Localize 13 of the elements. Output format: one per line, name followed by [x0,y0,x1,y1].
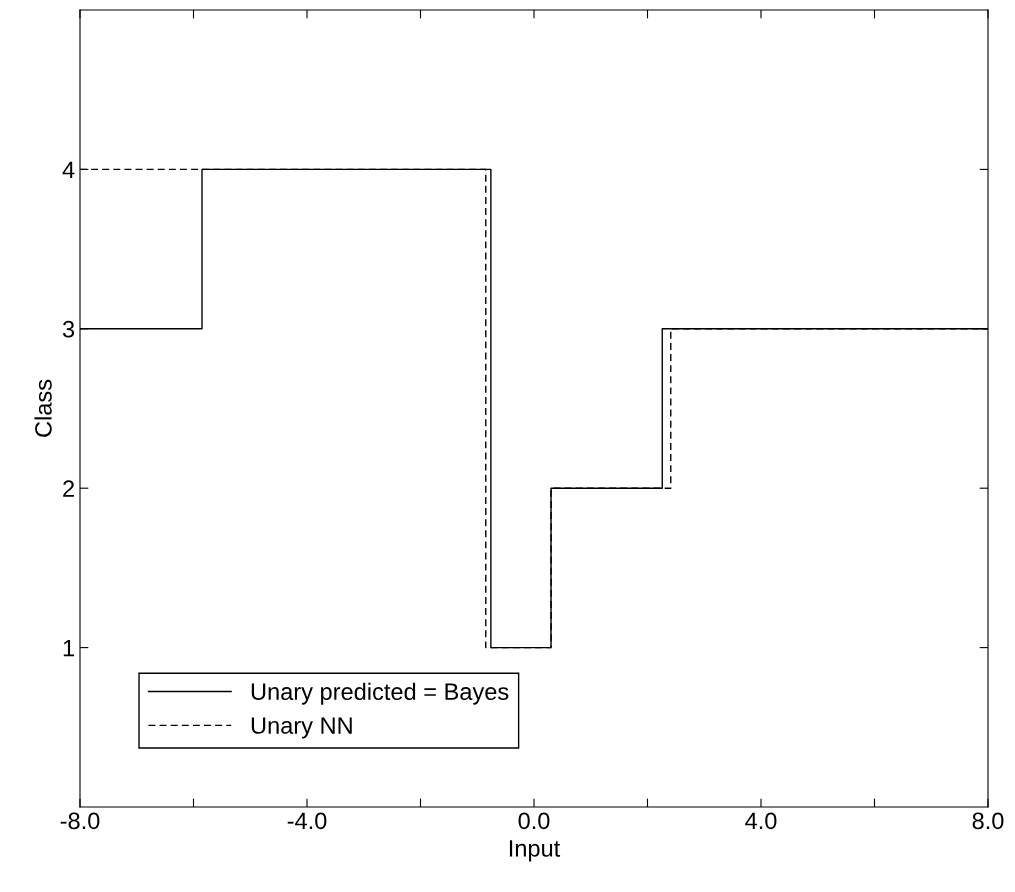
x-tick-label: 0.0 [518,812,550,830]
y-tick-label: 2 [63,480,74,497]
y-tick-label: 4 [62,161,75,178]
legend-label: Unary NN [251,717,352,739]
y-axis-title: Class [34,379,52,437]
x-tick-label: -4.0 [287,812,327,830]
y-tick-label: 3 [62,320,75,338]
y-tick-label: 1 [63,639,74,657]
x-tick-label: 8.0 [972,812,1004,830]
x-axis-title: Input [509,840,561,862]
x-tick-label: -8.0 [60,812,100,830]
x-tick-label: 4.0 [745,812,777,830]
legend-label: Unary predicted = Bayes [251,682,509,705]
